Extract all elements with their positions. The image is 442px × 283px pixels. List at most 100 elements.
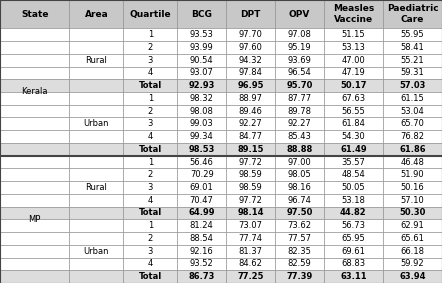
Text: 94.32: 94.32 <box>239 56 263 65</box>
Text: 98.32: 98.32 <box>190 94 213 103</box>
Text: 66.18: 66.18 <box>400 247 424 256</box>
Bar <box>0 79 69 92</box>
Text: 46.48: 46.48 <box>400 158 424 166</box>
Text: 56.46: 56.46 <box>190 158 213 166</box>
Text: 59.31: 59.31 <box>400 68 424 77</box>
Bar <box>177 117 226 130</box>
Bar <box>123 143 177 156</box>
Bar <box>324 194 383 207</box>
Text: 3: 3 <box>148 56 153 65</box>
Text: 63.94: 63.94 <box>399 272 426 281</box>
Text: 98.16: 98.16 <box>287 183 311 192</box>
Bar <box>324 67 383 79</box>
Text: 98.05: 98.05 <box>287 170 311 179</box>
Bar <box>275 67 324 79</box>
Bar <box>226 41 275 54</box>
Bar <box>275 156 324 168</box>
Bar <box>226 143 275 156</box>
Text: 69.61: 69.61 <box>341 247 365 256</box>
Bar <box>123 41 177 54</box>
Text: 92.16: 92.16 <box>190 247 213 256</box>
Text: 4: 4 <box>148 196 153 205</box>
Text: 56.73: 56.73 <box>341 221 366 230</box>
Bar <box>383 105 442 117</box>
Bar <box>123 181 177 194</box>
Bar <box>69 258 123 270</box>
Text: 44.82: 44.82 <box>340 209 367 217</box>
Text: 97.70: 97.70 <box>239 30 263 39</box>
Bar <box>0 130 69 143</box>
Bar <box>123 54 177 67</box>
Bar <box>324 0 383 28</box>
Bar <box>275 105 324 117</box>
Text: 97.72: 97.72 <box>239 158 263 166</box>
Text: 65.61: 65.61 <box>400 234 424 243</box>
Bar <box>324 143 383 156</box>
Bar <box>0 92 69 105</box>
Bar <box>0 143 69 156</box>
Bar <box>69 41 123 54</box>
Text: 97.50: 97.50 <box>286 209 312 217</box>
Text: 92.93: 92.93 <box>189 81 215 90</box>
Bar <box>123 92 177 105</box>
Text: 3: 3 <box>148 247 153 256</box>
Bar <box>177 54 226 67</box>
Text: 87.77: 87.77 <box>287 94 312 103</box>
Text: 50.16: 50.16 <box>400 183 424 192</box>
Bar <box>69 207 123 219</box>
Bar <box>123 258 177 270</box>
Bar <box>177 207 226 219</box>
Bar <box>324 245 383 258</box>
Bar <box>0 270 69 283</box>
Text: 88.88: 88.88 <box>286 145 312 154</box>
Bar <box>177 130 226 143</box>
Bar <box>69 54 123 67</box>
Bar <box>324 232 383 245</box>
Bar <box>123 105 177 117</box>
Bar <box>177 232 226 245</box>
Text: 2: 2 <box>148 43 153 52</box>
Bar <box>69 270 123 283</box>
Bar <box>123 245 177 258</box>
Bar <box>226 117 275 130</box>
Bar <box>69 156 123 168</box>
Text: 77.25: 77.25 <box>237 272 264 281</box>
Bar <box>324 258 383 270</box>
Bar <box>226 156 275 168</box>
Bar <box>123 194 177 207</box>
Text: 98.59: 98.59 <box>239 170 263 179</box>
Text: 61.15: 61.15 <box>400 94 424 103</box>
Bar <box>275 270 324 283</box>
Text: 2: 2 <box>148 170 153 179</box>
Bar <box>226 168 275 181</box>
Text: Total: Total <box>139 81 162 90</box>
Bar <box>177 41 226 54</box>
Bar <box>324 219 383 232</box>
Bar <box>324 130 383 143</box>
Bar <box>177 67 226 79</box>
Text: 50.05: 50.05 <box>342 183 365 192</box>
Text: 50.17: 50.17 <box>340 81 366 90</box>
Text: 89.15: 89.15 <box>237 145 264 154</box>
Text: OPV: OPV <box>289 10 310 19</box>
Text: 84.77: 84.77 <box>239 132 263 141</box>
Text: 97.72: 97.72 <box>239 196 263 205</box>
Bar <box>383 207 442 219</box>
Bar <box>226 258 275 270</box>
Bar <box>275 130 324 143</box>
Bar <box>324 168 383 181</box>
Bar <box>69 194 123 207</box>
Bar <box>123 0 177 28</box>
Text: 51.15: 51.15 <box>342 30 365 39</box>
Text: 96.74: 96.74 <box>287 196 311 205</box>
Bar <box>324 117 383 130</box>
Bar <box>383 270 442 283</box>
Text: 86.73: 86.73 <box>189 272 215 281</box>
Text: 1: 1 <box>148 30 153 39</box>
Bar <box>324 54 383 67</box>
Text: 73.62: 73.62 <box>287 221 311 230</box>
Bar <box>0 41 69 54</box>
Text: 47.00: 47.00 <box>342 56 365 65</box>
Bar <box>123 168 177 181</box>
Text: 98.59: 98.59 <box>239 183 263 192</box>
